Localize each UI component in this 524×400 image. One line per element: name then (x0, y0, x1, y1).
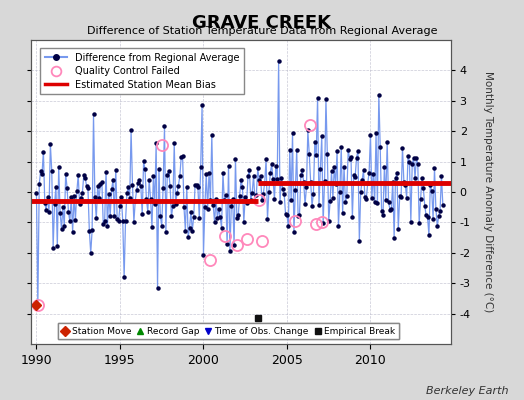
Text: Berkeley Earth: Berkeley Earth (426, 386, 508, 396)
Y-axis label: Monthly Temperature Anomaly Difference (°C): Monthly Temperature Anomaly Difference (… (483, 71, 493, 313)
Legend: Station Move, Record Gap, Time of Obs. Change, Empirical Break: Station Move, Record Gap, Time of Obs. C… (58, 323, 399, 340)
Text: Difference of Station Temperature Data from Regional Average: Difference of Station Temperature Data f… (87, 26, 437, 36)
Text: GRAVE CREEK: GRAVE CREEK (192, 14, 332, 32)
